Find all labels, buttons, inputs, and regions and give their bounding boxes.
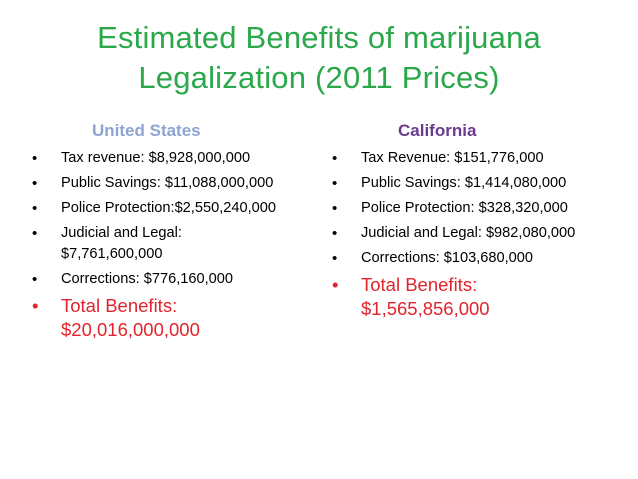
bullet-icon: • [332,200,338,217]
us-total-benefits: • Total Benefits: $20,016,000,000 [30,294,315,342]
us-list: • Tax revenue: $8,928,000,000 • Public S… [30,148,315,342]
item-text: Police Protection: $328,320,000 [361,200,568,216]
ca-item-police-protection: • Police Protection: $328,320,000 [330,198,630,219]
slide-title: Estimated Benefits of marijuana Legaliza… [40,18,598,98]
us-item-judicial-legal: • Judicial and Legal: $7,761,600,000 [30,223,315,265]
item-text: Tax Revenue: $151,776,000 [361,150,544,166]
us-item-police-protection: • Police Protection:$2,550,240,000 [30,198,315,219]
bullet-icon: • [332,225,338,242]
item-text: Public Savings: $11,088,000,000 [61,175,274,191]
bullet-icon: • [32,200,38,217]
bullet-icon: • [332,175,338,192]
bullet-icon: • [332,150,338,167]
total-label: Total Benefits: [61,295,178,316]
item-text-continued: $7,761,600,000 [61,246,163,262]
bullet-icon: • [32,295,39,316]
bullet-icon: • [32,271,38,288]
ca-heading: California [398,121,477,140]
ca-item-public-savings: • Public Savings: $1,414,080,000 [330,173,630,194]
ca-item-judicial-legal: • Judicial and Legal: $982,080,000 [330,223,630,244]
us-column: United States • Tax revenue: $8,928,000,… [30,120,315,346]
bullet-icon: • [332,250,338,267]
ca-total-benefits: • Total Benefits: $1,565,856,000 [330,273,630,321]
ca-item-tax-revenue: • Tax Revenue: $151,776,000 [330,148,630,169]
bullet-icon: • [32,225,38,242]
title-line-1: Estimated Benefits of marijuana [97,20,541,55]
item-text: Corrections: $776,160,000 [61,271,233,287]
total-value: $1,565,856,000 [361,298,490,319]
total-label: Total Benefits: [361,274,478,295]
bullet-icon: • [32,150,38,167]
bullet-icon: • [332,274,339,295]
us-item-corrections: • Corrections: $776,160,000 [30,269,315,290]
item-text: Judicial and Legal: [61,225,182,241]
ca-column: California • Tax Revenue: $151,776,000 •… [330,120,630,325]
bullet-icon: • [32,175,38,192]
us-item-public-savings: • Public Savings: $11,088,000,000 [30,173,315,194]
us-item-tax-revenue: • Tax revenue: $8,928,000,000 [30,148,315,169]
ca-list: • Tax Revenue: $151,776,000 • Public Sav… [330,148,630,321]
item-text: Police Protection:$2,550,240,000 [61,200,277,216]
title-line-2: Legalization (2011 Prices) [138,60,500,95]
total-value: $20,016,000,000 [61,319,200,340]
item-text: Public Savings: $1,414,080,000 [361,175,567,191]
item-text: Corrections: $103,680,000 [361,250,533,266]
item-text: Tax revenue: $8,928,000,000 [61,150,251,166]
us-heading: United States [92,121,201,140]
item-text: Judicial and Legal: $982,080,000 [361,225,576,241]
ca-item-corrections: • Corrections: $103,680,000 [330,248,630,269]
